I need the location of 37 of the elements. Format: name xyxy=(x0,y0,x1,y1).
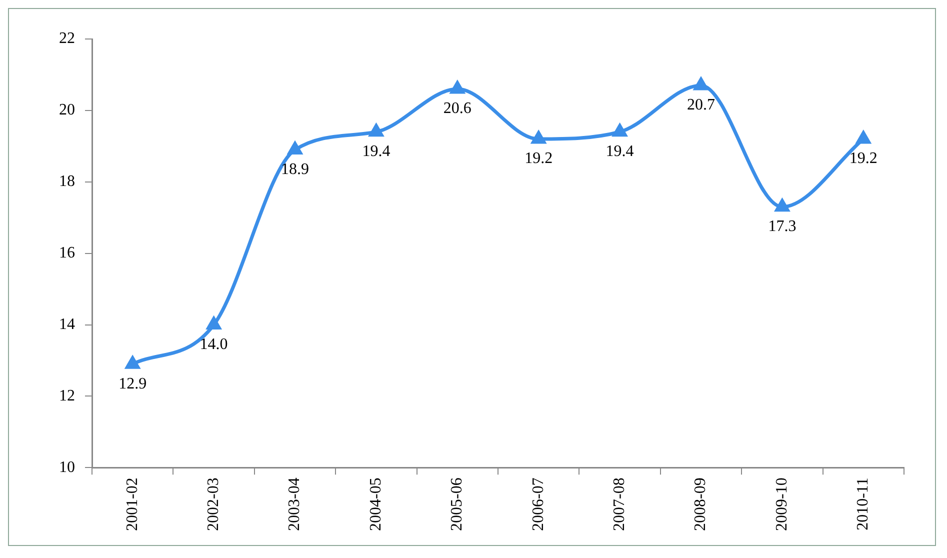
data-label: 19.4 xyxy=(606,143,634,160)
point xyxy=(856,131,870,144)
x-tick-label: 2003-04 xyxy=(286,478,304,531)
data-label: 17.3 xyxy=(768,218,796,236)
y-tick-label: 18 xyxy=(59,173,75,190)
point xyxy=(369,124,384,137)
y-tick-label: 22 xyxy=(59,30,75,48)
x-tick-label: 2010-11 xyxy=(854,478,872,530)
data-label: 20.7 xyxy=(687,96,715,114)
x-tick-label: 2008-09 xyxy=(692,478,710,531)
x-tick-label: 2006-07 xyxy=(530,478,547,531)
point xyxy=(532,131,546,144)
point xyxy=(450,81,464,94)
point xyxy=(126,356,140,369)
point xyxy=(206,317,221,330)
x-tick-label: 2009-10 xyxy=(773,478,790,531)
x-tick-label: 2004-05 xyxy=(367,478,384,531)
x-tick-label: 2005-06 xyxy=(448,478,466,531)
data-label: 19.4 xyxy=(362,143,390,160)
data-label: 19.2 xyxy=(524,150,553,168)
point xyxy=(288,142,302,154)
y-tick-label: 20 xyxy=(59,102,75,119)
data-label: 14.0 xyxy=(200,336,228,353)
x-tick-label: 2007-08 xyxy=(611,478,628,531)
data-label: 18.9 xyxy=(281,160,309,178)
y-tick-label: 16 xyxy=(59,244,75,262)
data-label: 12.9 xyxy=(118,375,147,392)
y-tick-label: 12 xyxy=(59,387,75,404)
y-tick-label: 14 xyxy=(59,316,75,333)
point xyxy=(694,78,708,90)
x-tick-label: 2001-02 xyxy=(124,478,141,531)
x-tick-label: 2002-03 xyxy=(205,478,222,531)
data-label: 19.2 xyxy=(849,150,878,168)
point xyxy=(775,199,790,212)
point xyxy=(612,124,627,137)
y-tick-label: 10 xyxy=(59,458,75,476)
data-label: 20.6 xyxy=(443,100,472,118)
